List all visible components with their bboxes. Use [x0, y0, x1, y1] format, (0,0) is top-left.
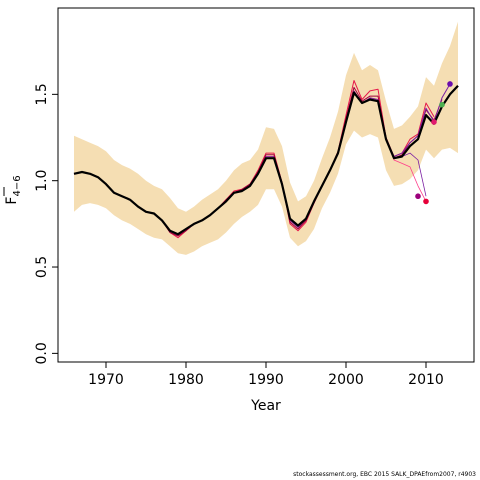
y-axis-title-sub: 4−6: [12, 175, 23, 196]
y-tick-label: 1.0: [34, 170, 50, 192]
x-tick-label: 2000: [328, 372, 364, 388]
confidence-band-layer: [74, 21, 458, 255]
end-point-5: [447, 81, 453, 87]
svg-text:F4−6: F4−6: [4, 175, 23, 204]
x-axis: 1970 1980 1990 2000 2010: [88, 361, 444, 388]
x-axis-title: Year: [250, 398, 281, 414]
end-point-3: [431, 119, 437, 125]
end-points-layer: [415, 81, 453, 205]
end-point-2: [415, 193, 421, 200]
y-axis-title-main: F: [4, 197, 20, 205]
y-tick-label: 1.5: [34, 83, 50, 105]
y-axis: 0.0 0.5 1.0 1.5: [34, 83, 59, 364]
x-tick-label: 2010: [408, 372, 444, 388]
x-tick-label: 1990: [248, 372, 284, 388]
series-line-main: [73, 84, 459, 236]
confidence-band: [74, 21, 458, 255]
series-layer: [73, 80, 459, 239]
y-tick-label: 0.5: [34, 256, 50, 278]
x-tick-label: 1970: [88, 372, 124, 388]
end-point-1: [423, 198, 429, 205]
y-tick-label: 0.0: [34, 342, 50, 364]
y-axis-title: F4−6: [3, 175, 23, 205]
x-tick-label: 1980: [168, 372, 204, 388]
end-point-4: [439, 101, 445, 108]
footer-credit: stockassessment.org, EBC 2015 SALK_DPAEf…: [293, 471, 476, 478]
